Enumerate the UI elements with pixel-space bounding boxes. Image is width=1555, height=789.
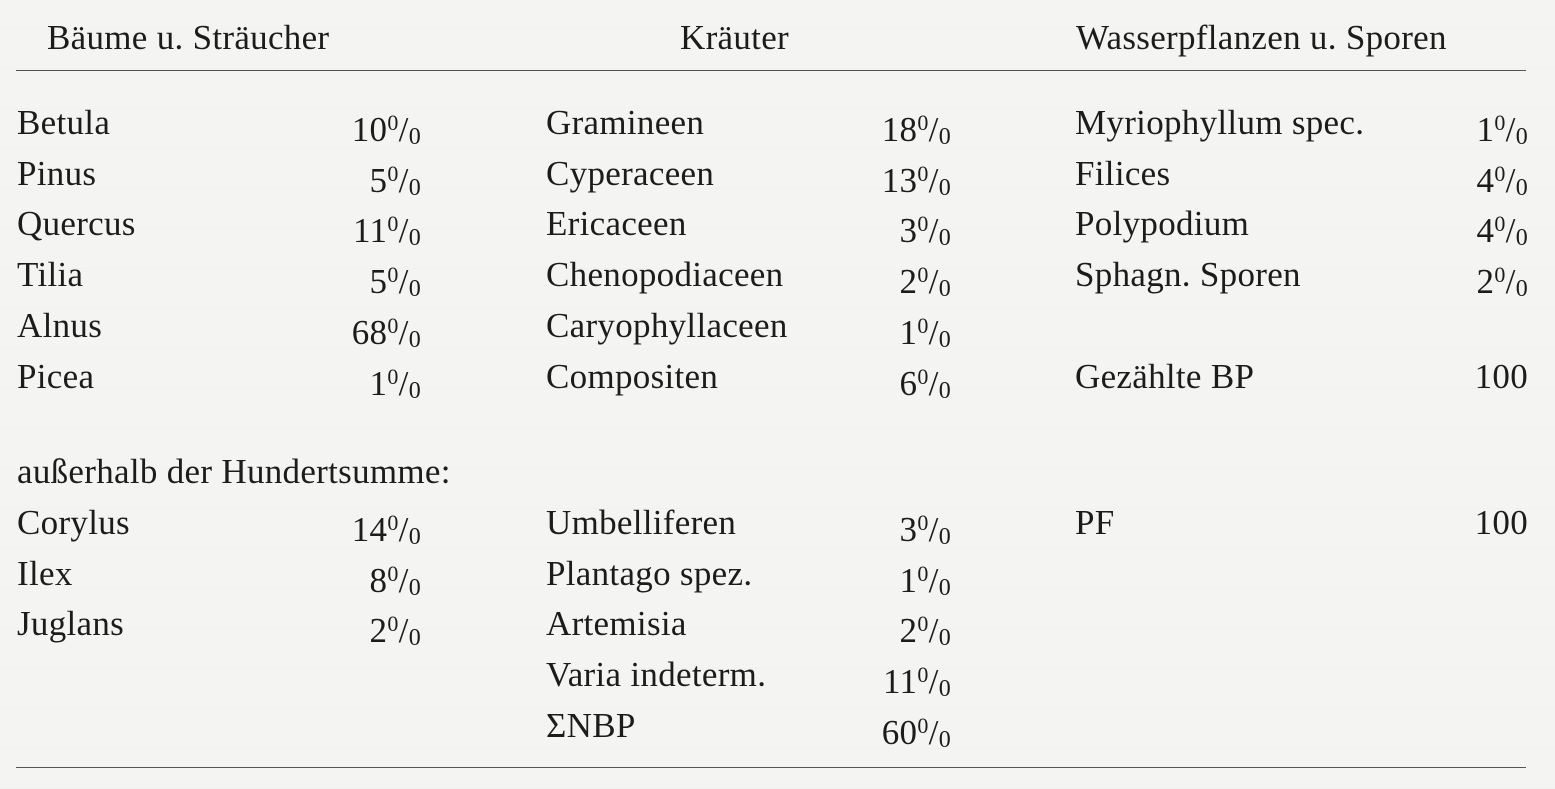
list-item-value: 40/0: [1476, 211, 1528, 251]
list-item-name: Varia indeterm.: [546, 655, 767, 694]
list-item-value: 110/0: [883, 662, 951, 702]
list-item-value: 130/0: [881, 161, 951, 201]
list-item-name: Filices: [1075, 154, 1171, 193]
list-item-name: Tilia: [17, 255, 84, 294]
list-item-name: Corylus: [17, 503, 130, 542]
list-item-value: 60/0: [899, 364, 951, 404]
bottom-rule: [16, 767, 1526, 768]
list-item-name: Quercus: [17, 204, 136, 243]
pf-value: 100: [1474, 503, 1528, 542]
list-item-name: Picea: [17, 357, 95, 396]
list-item-name: Ericaceen: [546, 204, 687, 243]
list-item-name: Chenopodiaceen: [546, 255, 784, 294]
list-item-name: Betula: [17, 103, 111, 142]
list-item-name: Juglans: [17, 604, 125, 643]
list-item-name: Sphagn. Sporen: [1075, 255, 1301, 294]
pf-label: PF: [1075, 503, 1115, 542]
list-item-value: 30/0: [899, 510, 951, 550]
top-rule: [16, 70, 1526, 71]
header-trees-shrubs: Bäume u. Sträucher: [47, 18, 330, 57]
list-item-name: Artemisia: [546, 604, 687, 643]
list-item-value: 180/0: [881, 110, 951, 150]
counted-bp-value: 100: [1474, 357, 1528, 396]
list-item-name: Polypodium: [1075, 204, 1250, 243]
nbp-sum-label: ΣNBP: [546, 706, 636, 745]
list-item-name: Umbelliferen: [546, 503, 737, 542]
list-item-name: Compositen: [546, 357, 719, 396]
list-item-value: 80/0: [369, 561, 421, 601]
list-item-value: 10/0: [1476, 110, 1528, 150]
list-item-name: Ilex: [17, 554, 73, 593]
list-item-name: Plantago spez.: [546, 554, 753, 593]
list-item-name: Myriophyllum spec.: [1075, 103, 1365, 142]
list-item-value: 50/0: [369, 262, 421, 302]
header-herbs: Kräuter: [680, 18, 789, 57]
list-item-name: Pinus: [17, 154, 97, 193]
list-item-value: 30/0: [899, 211, 951, 251]
list-item-value: 10/0: [899, 313, 951, 353]
list-item-value: 680/0: [351, 313, 421, 353]
counted-bp-label: Gezählte BP: [1075, 357, 1255, 396]
outside-sum-label: außerhalb der Hundertsumme:: [17, 452, 451, 491]
list-item-value: 20/0: [369, 611, 421, 651]
list-item-value: 50/0: [369, 161, 421, 201]
list-item-value: 10/0: [369, 364, 421, 404]
list-item-name: Gramineen: [546, 103, 705, 142]
list-item-value: 20/0: [1476, 262, 1528, 302]
list-item-name: Alnus: [17, 306, 103, 345]
nbp-sum-value: 600/0: [881, 713, 951, 753]
list-item-value: 40/0: [1476, 161, 1528, 201]
list-item-value: 110/0: [353, 211, 421, 251]
list-item-value: 20/0: [899, 611, 951, 651]
list-item-value: 20/0: [899, 262, 951, 302]
header-aquatic-spores: Wasserpflanzen u. Sporen: [1076, 18, 1447, 57]
list-item-name: Caryophyllaceen: [546, 306, 788, 345]
list-item-name: Cyperaceen: [546, 154, 715, 193]
list-item-value: 140/0: [351, 510, 421, 550]
list-item-value: 100/0: [351, 110, 421, 150]
list-item-value: 10/0: [899, 561, 951, 601]
